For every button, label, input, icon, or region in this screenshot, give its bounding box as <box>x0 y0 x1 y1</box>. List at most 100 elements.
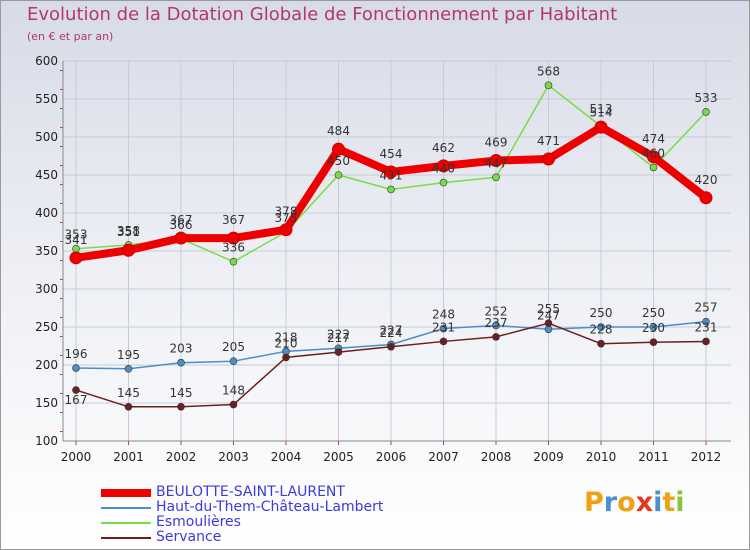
data-label: 474 <box>642 132 665 146</box>
data-label: 447 <box>485 156 508 170</box>
data-label: 145 <box>117 386 140 400</box>
data-point <box>177 358 185 367</box>
x-tick-label: 2007 <box>428 450 459 464</box>
x-tick-label: 2012 <box>691 450 722 464</box>
logo-letter: t <box>662 487 676 518</box>
data-point <box>489 154 503 168</box>
data-label: 336 <box>222 241 245 255</box>
x-tick-label: 2004 <box>271 450 302 464</box>
data-label: 450 <box>327 154 350 168</box>
data-point <box>124 364 133 373</box>
data-label: 252 <box>485 304 508 318</box>
data-label: 224 <box>380 326 403 340</box>
data-point <box>492 173 500 182</box>
y-tick-label: 600 <box>35 54 58 68</box>
data-label: 353 <box>65 228 88 242</box>
data-label: 248 <box>432 308 455 322</box>
y-tick-label: 100 <box>35 434 58 448</box>
logo-letter: x <box>635 487 654 518</box>
data-point <box>544 319 553 328</box>
data-label: 210 <box>275 336 298 350</box>
data-label: 218 <box>275 330 298 344</box>
y-tick-label: 500 <box>35 130 58 144</box>
data-label: 230 <box>642 321 665 335</box>
data-point <box>279 223 293 237</box>
x-tick-label: 2006 <box>376 450 407 464</box>
data-label: 257 <box>695 301 718 315</box>
data-point <box>649 338 658 347</box>
data-point <box>647 150 660 164</box>
data-label: 250 <box>590 306 613 320</box>
data-label: 513 <box>590 102 613 116</box>
data-point <box>649 323 658 331</box>
data-point <box>649 163 658 172</box>
data-point <box>437 159 450 173</box>
x-tick-label: 2010 <box>586 450 617 464</box>
data-point <box>439 337 448 346</box>
data-label: 367 <box>222 213 245 227</box>
data-label: 145 <box>170 386 193 400</box>
data-point <box>229 257 238 266</box>
data-point <box>702 317 710 326</box>
data-point <box>332 142 345 156</box>
x-tick-label: 2000 <box>61 450 92 464</box>
x-tick-label: 2003 <box>218 450 249 464</box>
data-point <box>439 178 448 187</box>
data-point <box>334 171 343 179</box>
x-tick-label: 2005 <box>323 450 354 464</box>
data-point <box>439 324 448 333</box>
chart-title: Evolution de la Dotation Globale de Fonc… <box>27 4 618 25</box>
data-point <box>72 364 80 372</box>
legend-label-servance: Servance <box>156 529 222 545</box>
data-point <box>282 353 290 362</box>
y-tick-label: 350 <box>35 244 58 258</box>
logo-letter: o <box>617 487 636 518</box>
data-point <box>597 323 605 331</box>
data-label: 250 <box>642 306 665 320</box>
x-tick-label: 2002 <box>166 450 197 464</box>
data-point <box>69 251 83 265</box>
legend-label-haut-du-them: Haut-du-Them-Château-Lambert <box>156 499 384 515</box>
data-point <box>544 81 553 90</box>
y-tick-label: 550 <box>35 92 58 106</box>
data-label: 203 <box>170 342 193 356</box>
data-label: 469 <box>485 136 508 150</box>
data-point <box>699 191 713 205</box>
data-point <box>122 243 135 257</box>
data-point <box>542 152 555 166</box>
data-label: 195 <box>117 348 140 362</box>
data-point <box>384 165 398 179</box>
data-point <box>702 108 710 116</box>
y-tick-label: 450 <box>35 168 58 182</box>
data-point <box>387 185 395 194</box>
logo-letter: i <box>675 487 685 518</box>
data-point <box>334 348 343 356</box>
data-point <box>72 386 80 394</box>
data-label: 205 <box>222 340 245 354</box>
data-label: 148 <box>222 384 245 398</box>
data-point <box>174 231 188 245</box>
data-label: 247 <box>537 308 560 322</box>
y-tick-label: 250 <box>35 320 58 334</box>
logo-letter: r <box>603 487 618 518</box>
logo-letter: i <box>653 487 663 518</box>
y-tick-label: 200 <box>35 358 58 372</box>
data-point <box>597 339 605 348</box>
x-tick-label: 2008 <box>481 450 512 464</box>
data-point <box>124 402 133 411</box>
x-tick-label: 2009 <box>533 450 564 464</box>
y-tick-label: 150 <box>35 396 58 410</box>
data-label: 341 <box>65 233 88 247</box>
y-tick-label: 400 <box>35 206 58 220</box>
data-point <box>594 120 608 134</box>
data-label: 217 <box>327 331 350 345</box>
data-label: 222 <box>327 327 350 341</box>
chart-subtitle: (en € et par an) <box>27 30 114 43</box>
data-label: 431 <box>380 168 403 182</box>
data-label: 568 <box>537 64 560 78</box>
data-label: 231 <box>695 320 718 334</box>
data-label: 514 <box>590 105 613 119</box>
data-label: 227 <box>380 323 403 337</box>
